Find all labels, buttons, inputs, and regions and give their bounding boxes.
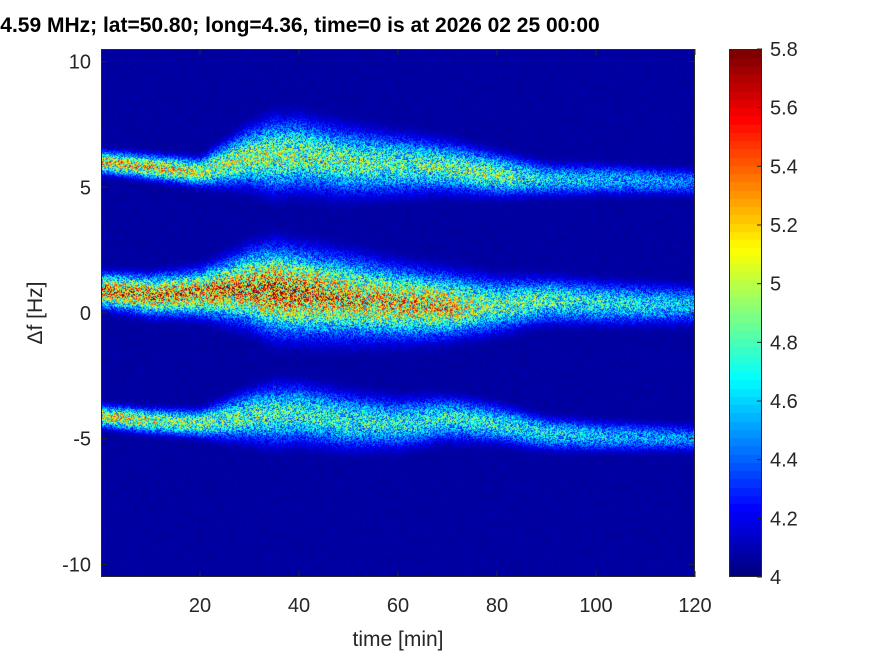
colorbar-tick-label: 4.6 (770, 391, 798, 413)
chart-title-text: =4.59 MHz; lat=50.80; long=4.36, time=0 … (0, 14, 600, 37)
y-tick-label: -5 (73, 429, 91, 451)
colorbar-tick-label: 4.2 (770, 508, 798, 530)
colorbar-tick-label: 5.8 (770, 39, 798, 61)
y-tick-label: 0 (80, 303, 91, 325)
x-tick-label: 40 (288, 595, 310, 617)
colorbar-tick-label: 5.2 (770, 215, 798, 237)
colorbar-tick-label: 5.6 (770, 98, 798, 120)
y-tick-label: 10 (69, 52, 91, 74)
chart-title: =4.59 MHz; lat=50.80; long=4.36, time=0 … (0, 14, 875, 44)
x-tick-label: 100 (579, 595, 612, 617)
x-tick-label: 120 (678, 595, 711, 617)
x-tick-label: 80 (486, 595, 508, 617)
colorbar-tick-label: 4.8 (770, 332, 798, 354)
colorbar (729, 49, 762, 577)
y-tick-label: 5 (80, 177, 91, 199)
x-tick-label: 20 (189, 595, 211, 617)
x-tick-label: 60 (387, 595, 409, 617)
x-axis-label: time [min] (352, 628, 443, 651)
spectrogram-plot-area (101, 49, 695, 577)
y-axis-label: Δf [Hz] (24, 281, 47, 344)
colorbar-tick-label: 5 (770, 274, 781, 296)
colorbar-tick-label: 4 (770, 567, 781, 589)
y-tick-label: -10 (62, 554, 91, 576)
colorbar-tick-label: 5.4 (770, 156, 798, 178)
colorbar-tick-label: 4.4 (770, 450, 798, 472)
plot-frame (101, 49, 695, 577)
colorbar-frame (729, 49, 762, 577)
